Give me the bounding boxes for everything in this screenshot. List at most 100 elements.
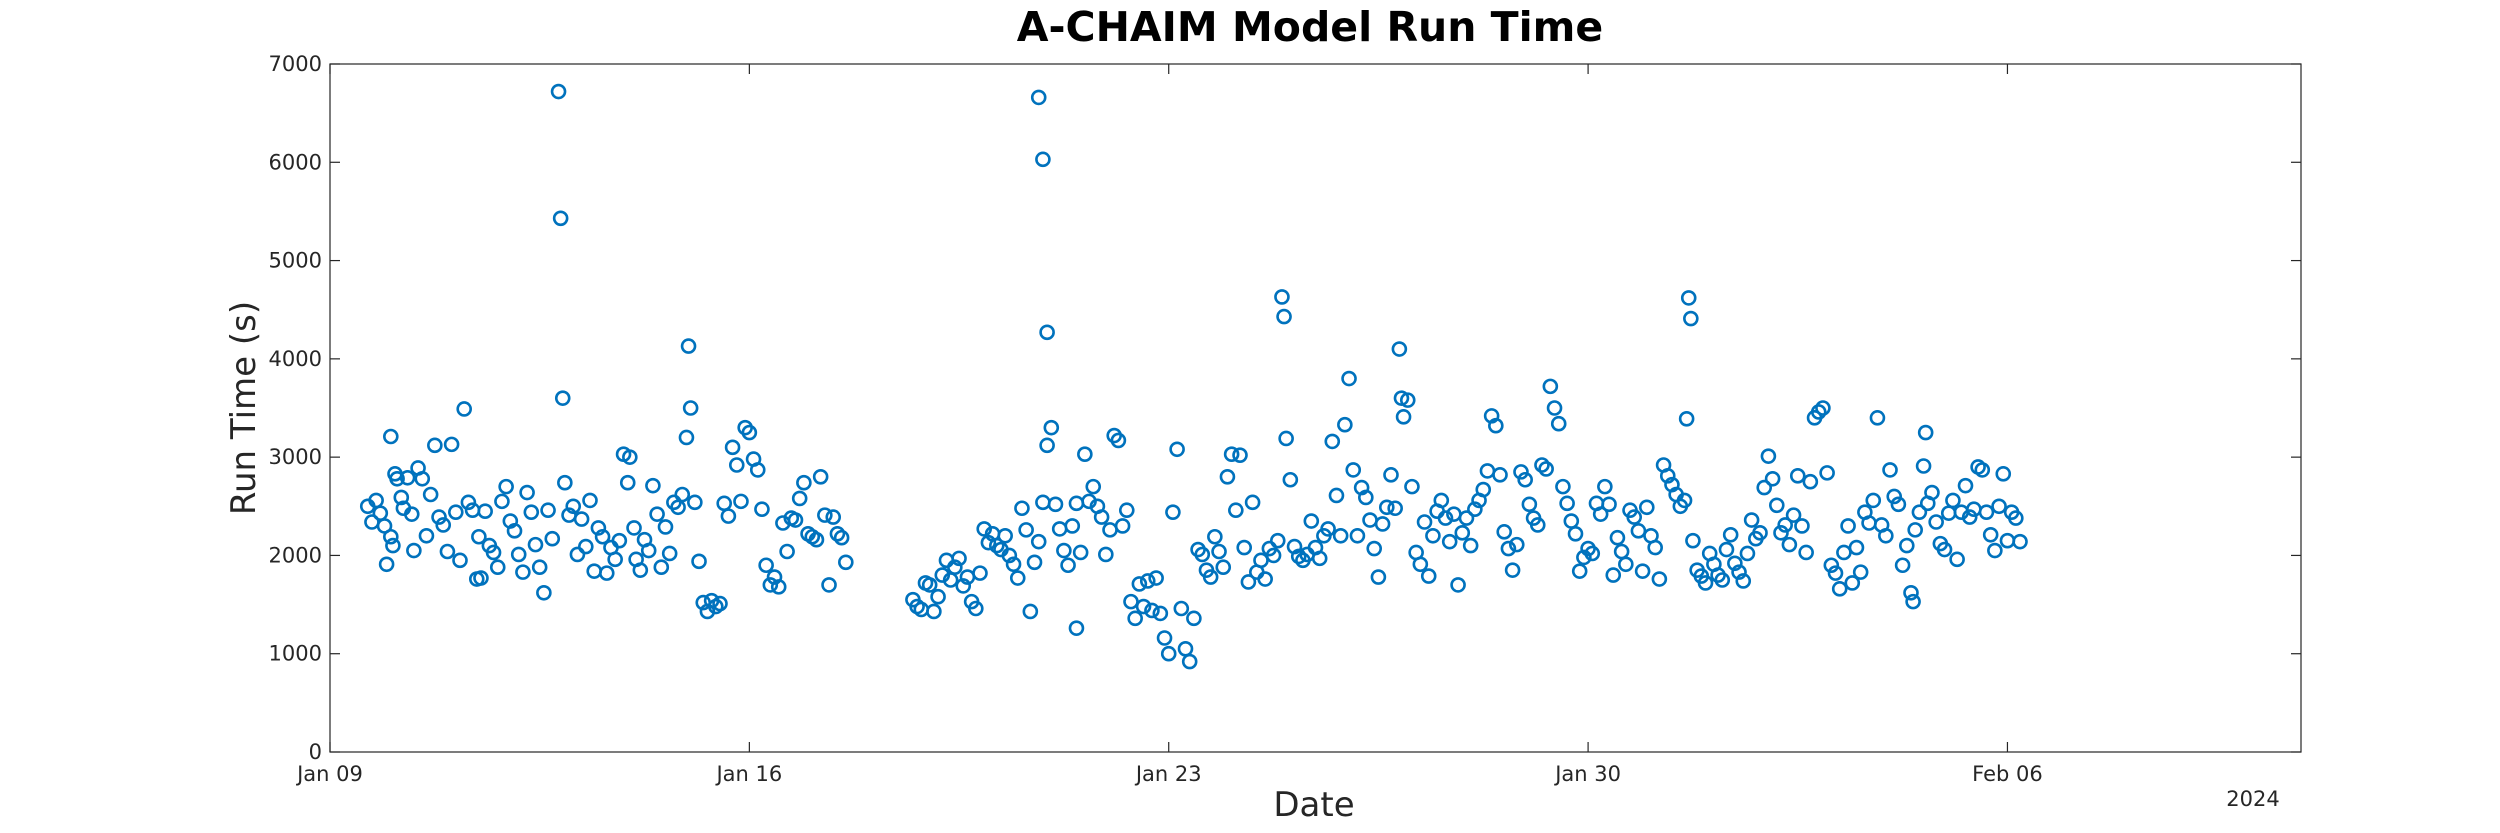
data-point [1831,581,1848,597]
data-point [1269,532,1286,549]
data-point [1542,378,1559,395]
data-point [1207,528,1223,545]
data-point [1412,556,1429,573]
data-point [590,520,607,536]
data-point [1399,392,1416,408]
data-point [1592,506,1609,522]
data-point [1571,563,1588,579]
data-point [1425,527,1441,544]
data-point [1534,457,1550,473]
data-point [1995,466,2012,482]
data-point [607,551,623,568]
data-point [510,546,527,563]
data-point [418,527,435,544]
data-point [1123,593,1139,610]
data-point [1618,556,1634,573]
data-point [1462,537,1479,554]
data-point [544,530,561,547]
data-point [997,527,1013,544]
data-point [1332,527,1349,544]
data-point [1538,461,1554,477]
data-point [1785,507,1802,523]
data-point [1559,495,1575,512]
data-point [1232,447,1248,463]
data-point [1550,415,1567,432]
data-point [1265,547,1282,564]
data-point [1404,478,1420,495]
data-point [1156,630,1173,646]
data-point [1647,539,1663,556]
data-point [1488,417,1504,434]
data-point [1714,572,1731,588]
y-tick-label: 4000 [269,347,322,371]
data-point [682,400,699,416]
data-point [1718,541,1735,558]
data-point [578,538,594,555]
data-point [378,556,395,573]
data-point [762,577,779,593]
data-point [1228,502,1244,519]
data-point [825,509,842,525]
data-point [1202,569,1219,585]
data-point [611,532,628,549]
data-point [1957,477,1974,494]
data-point [1676,492,1693,509]
data-point [649,506,665,522]
data-point [1584,545,1601,562]
data-point [1366,540,1383,557]
data-point [1735,573,1752,589]
data-point [691,553,707,570]
data-point [515,564,531,580]
data-point [1903,584,1919,601]
data-point [1882,462,1898,478]
data-point [645,477,661,494]
data-point [1683,310,1699,327]
data-point [712,595,728,612]
data-point [1311,550,1328,567]
data-point [1114,518,1131,534]
data-point [1630,523,1647,539]
data-point [1823,557,1840,574]
data-point [1420,568,1437,584]
data-point [1144,602,1160,619]
data-point [1869,410,1886,426]
data-point [1341,370,1357,387]
y-tick-label: 7000 [269,52,322,76]
data-point [582,492,598,509]
data-point [1030,533,1047,550]
data-point [678,429,695,446]
data-point [1127,610,1143,627]
data-point [661,545,678,562]
data-point [1982,526,1999,543]
data-point [573,511,590,527]
data-point [1173,600,1190,617]
data-point [550,83,567,100]
data-point [1727,555,1743,572]
data-point [1945,492,1961,509]
data-point [1915,458,1932,474]
data-point [1827,565,1844,581]
data-point [720,508,737,524]
data-point [833,529,850,546]
data-point [527,536,544,553]
y-tick-label: 0 [309,740,322,764]
data-point [1467,501,1483,518]
data-point [733,493,749,510]
data-point [812,468,829,485]
data-point [1303,513,1320,529]
data-point [519,484,535,501]
data-point [1697,575,1714,591]
data-point [1764,470,1781,487]
plot-area [329,63,2302,753]
data-point [787,512,804,528]
data-point [728,457,745,473]
data-point [422,486,439,503]
data-point [431,509,447,525]
data-point [1680,290,1697,306]
data-point [1378,499,1395,516]
data-point [471,528,487,545]
data-point [1987,542,2003,559]
data-point [448,504,464,520]
data-point [1181,653,1198,670]
data-point [1098,546,1114,563]
